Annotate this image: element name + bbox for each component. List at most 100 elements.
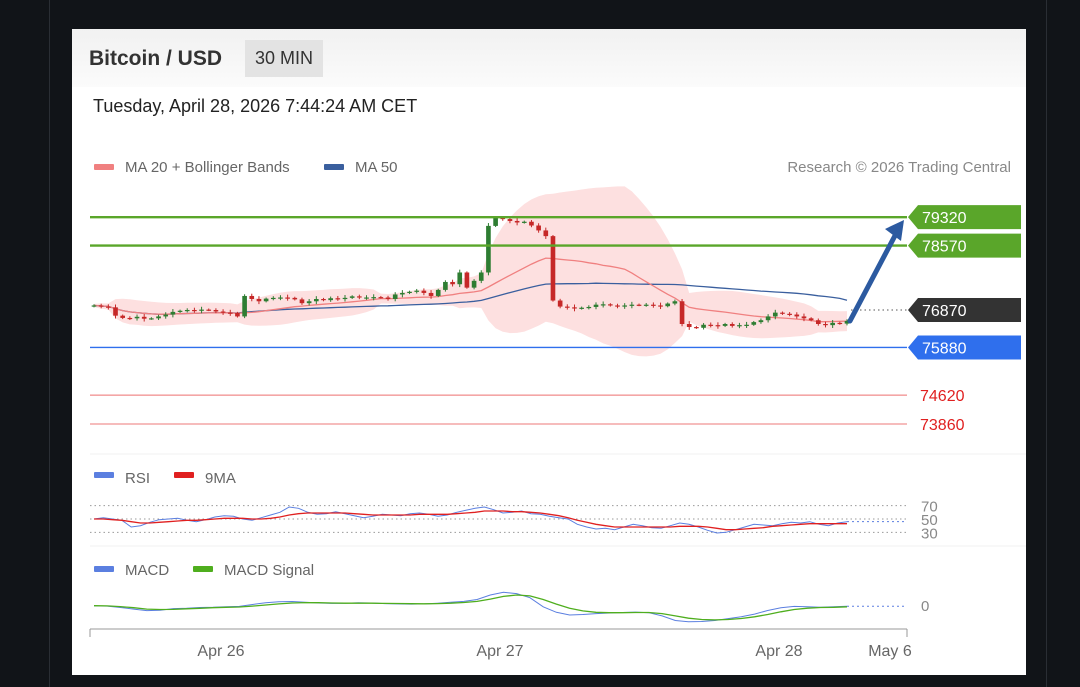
rsi-ma-line bbox=[94, 510, 847, 531]
rsi-level-label-70: 70 bbox=[921, 499, 938, 516]
candle bbox=[708, 324, 714, 326]
candle bbox=[500, 217, 506, 220]
level-badge-75880 bbox=[908, 335, 1021, 360]
candle bbox=[837, 322, 843, 325]
candle bbox=[170, 311, 176, 315]
candle bbox=[141, 316, 147, 319]
candle bbox=[120, 315, 126, 318]
level-label-78570: 78570 bbox=[922, 239, 967, 256]
candle bbox=[220, 311, 226, 313]
candle bbox=[421, 290, 427, 293]
copyright-text: Research © 2026 Trading Central bbox=[787, 159, 1011, 176]
candle bbox=[536, 225, 541, 231]
candle bbox=[349, 296, 355, 298]
x-tick-label: Apr 28 bbox=[755, 643, 802, 660]
candle bbox=[177, 310, 183, 312]
candle bbox=[643, 304, 649, 306]
candle bbox=[715, 325, 721, 327]
candle bbox=[658, 305, 663, 307]
candle bbox=[435, 289, 441, 296]
candle bbox=[371, 297, 377, 299]
candle bbox=[493, 217, 498, 226]
bollinger-band bbox=[94, 186, 847, 357]
candle bbox=[464, 272, 470, 288]
candle bbox=[328, 298, 333, 301]
candle bbox=[737, 325, 742, 327]
candle bbox=[486, 225, 491, 273]
rsi-legend-label-1: 9MA bbox=[205, 470, 236, 487]
candle bbox=[672, 301, 678, 304]
rsi-level-label-30: 30 bbox=[921, 525, 938, 542]
candle bbox=[91, 305, 97, 307]
candle bbox=[407, 291, 412, 294]
candle bbox=[457, 272, 463, 285]
candle bbox=[364, 297, 369, 299]
x-tick-label: May 6 bbox=[868, 643, 912, 660]
candle bbox=[184, 309, 190, 312]
candle bbox=[206, 309, 212, 311]
x-tick-label: Apr 27 bbox=[476, 643, 523, 660]
candle bbox=[830, 322, 835, 326]
candle bbox=[414, 290, 420, 292]
rsi-legend-swatch-0 bbox=[94, 472, 114, 478]
forecast-arrow-head bbox=[885, 219, 904, 241]
candle bbox=[292, 297, 298, 300]
macd-legend-label-0: MACD bbox=[125, 562, 169, 579]
level-label-73860: 73860 bbox=[920, 417, 965, 434]
candle bbox=[342, 297, 348, 300]
candle bbox=[335, 298, 341, 300]
level-label-76870: 76870 bbox=[922, 303, 967, 320]
candle bbox=[256, 299, 262, 302]
frame-left-border bbox=[49, 0, 50, 687]
candle bbox=[235, 313, 240, 317]
legend-swatch-0 bbox=[94, 164, 114, 170]
chart-plot: MA 20 + Bollinger Bands MA 50 Research © 2… bbox=[89, 159, 1026, 660]
macd-legend-label-1: MACD Signal bbox=[224, 562, 314, 579]
candle bbox=[270, 297, 276, 300]
candle bbox=[106, 306, 111, 308]
candle bbox=[780, 312, 785, 314]
candle bbox=[701, 324, 706, 328]
candle bbox=[608, 304, 613, 306]
macd-legend-swatch-1 bbox=[193, 566, 213, 572]
candle bbox=[514, 220, 520, 223]
candle bbox=[765, 316, 771, 321]
timeframe-badge[interactable]: 30 MIN bbox=[245, 40, 324, 77]
candle bbox=[507, 219, 513, 221]
candle bbox=[249, 295, 255, 299]
chart-datetime: Tuesday, April 28, 2026 7:44:24 AM CET bbox=[93, 96, 418, 116]
candle bbox=[163, 314, 169, 317]
candle bbox=[636, 304, 642, 306]
x-tick-label: Apr 26 bbox=[197, 643, 244, 660]
candle bbox=[844, 320, 850, 324]
candle bbox=[400, 292, 405, 295]
candle bbox=[357, 296, 362, 298]
level-label-79320: 79320 bbox=[922, 210, 967, 227]
candle bbox=[98, 305, 104, 307]
candle bbox=[378, 297, 384, 299]
candle bbox=[392, 294, 398, 299]
candle bbox=[529, 221, 534, 226]
macd-zero-label: 0 bbox=[921, 598, 929, 615]
candle bbox=[313, 299, 319, 302]
card-header: Bitcoin / USD 30 MIN bbox=[72, 29, 1026, 87]
legend-label-0: MA 20 + Bollinger Bands bbox=[125, 159, 290, 176]
candle bbox=[794, 314, 800, 317]
level-label-74620: 74620 bbox=[920, 388, 965, 405]
macd-legend-swatch-0 bbox=[94, 566, 114, 572]
candle bbox=[263, 298, 269, 302]
rsi-level-label-50: 50 bbox=[921, 512, 938, 529]
chart-title: Bitcoin / USD bbox=[89, 47, 223, 70]
candle bbox=[744, 324, 749, 326]
rsi-line bbox=[93, 506, 848, 534]
candle bbox=[572, 307, 577, 309]
ma20-line bbox=[93, 257, 848, 323]
candle bbox=[134, 316, 140, 319]
candle bbox=[557, 300, 563, 307]
candle bbox=[213, 309, 219, 312]
candle bbox=[543, 230, 549, 237]
candle bbox=[127, 317, 133, 320]
candle bbox=[149, 318, 154, 320]
candle bbox=[321, 299, 326, 301]
candle bbox=[615, 305, 620, 307]
